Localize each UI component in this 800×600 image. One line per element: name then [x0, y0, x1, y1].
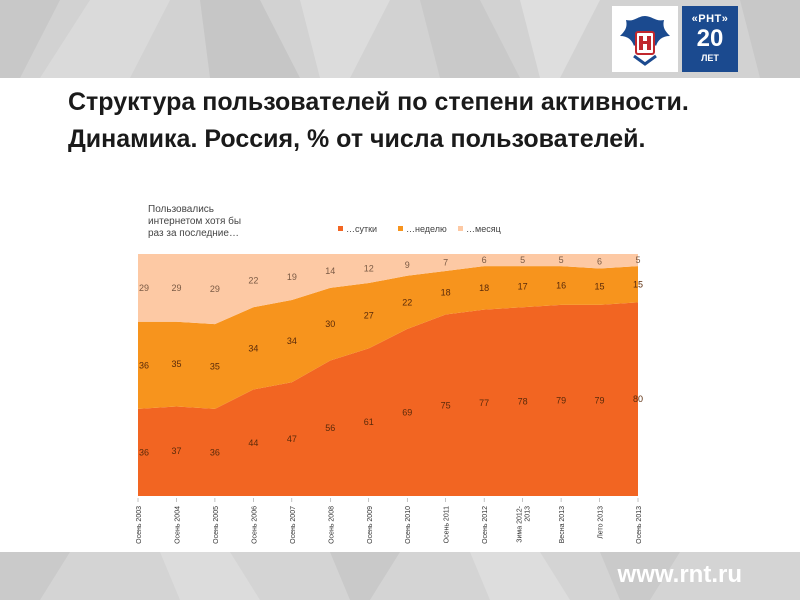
anniversary-suffix: ЛЕТ: [701, 53, 719, 63]
x-tick-label: Зима 2012-2013: [517, 505, 532, 542]
data-label: 5: [559, 255, 564, 265]
company-logo: [612, 6, 678, 72]
data-label: 27: [364, 311, 374, 321]
data-label: 77: [479, 398, 489, 408]
data-label: 79: [595, 395, 605, 405]
data-label: 80: [633, 394, 643, 404]
data-label: 6: [482, 255, 487, 265]
data-label: 34: [248, 343, 258, 353]
eagle-emblem-icon: [620, 16, 670, 66]
legend-title-line: раз за последние…: [148, 228, 239, 239]
legend-title-line: интернетом хотя бы: [148, 215, 241, 227]
data-label: 56: [325, 423, 335, 433]
data-label: 69: [402, 408, 412, 418]
slide-title: Структура пользователей по степени актив…: [68, 88, 689, 153]
footer-pattern: [0, 552, 680, 600]
anniversary-number: 20: [696, 25, 724, 52]
data-label: 35: [171, 359, 181, 369]
x-tick-label: Лето 2013: [598, 506, 605, 539]
x-tick-label: Осень 2004: [174, 506, 181, 544]
data-label: 18: [441, 288, 451, 298]
anniversary-badge: «РНТ» 20 ЛЕТ: [682, 6, 738, 72]
data-label: 30: [325, 319, 335, 329]
data-label: 17: [518, 282, 528, 292]
data-label: 36: [210, 447, 220, 457]
data-label: 19: [287, 272, 297, 282]
data-label: 79: [556, 395, 566, 405]
legend-swatch: [338, 226, 343, 231]
data-label: 34: [287, 336, 297, 346]
legend-label: …сутки: [346, 224, 377, 234]
legend-label: …месяц: [466, 224, 501, 234]
data-label: 16: [556, 280, 566, 290]
x-tick-label: Осень 2011: [444, 506, 451, 543]
data-label: 12: [364, 264, 374, 274]
x-tick-label: Осень 2005: [213, 506, 220, 544]
data-label: 36: [139, 447, 149, 457]
x-tick-label: Осень 2008: [328, 506, 335, 544]
data-label: 29: [139, 283, 149, 293]
x-tick-label: Весна 2013: [559, 506, 566, 543]
data-label: 36: [139, 360, 149, 370]
legend-title-line: Пользовались: [148, 204, 214, 215]
area-series: [138, 302, 638, 496]
data-label: 75: [441, 400, 451, 410]
data-label: 5: [635, 255, 640, 265]
data-label: 15: [633, 279, 643, 289]
data-label: 37: [171, 446, 181, 456]
x-tick-label: Осень 2013: [636, 506, 643, 544]
data-label: 5: [520, 255, 525, 265]
x-tick-label: Осень 2012: [482, 506, 489, 544]
data-label: 15: [595, 282, 605, 292]
data-label: 14: [325, 266, 335, 276]
x-tick-label: Осень 2007: [290, 506, 297, 544]
data-label: 6: [597, 256, 602, 266]
footer-band: www.rnt.ru: [0, 552, 800, 600]
legend-swatch: [398, 226, 403, 231]
x-tick-label: Осень 2003: [136, 506, 143, 544]
legend-swatch: [458, 226, 463, 231]
legend-label: …неделю: [406, 224, 447, 234]
x-tick-label: Осень 2010: [405, 506, 412, 544]
data-label: 47: [287, 434, 297, 444]
data-label: 22: [402, 297, 412, 307]
data-label: 18: [479, 283, 489, 293]
data-label: 44: [248, 438, 258, 448]
data-label: 61: [364, 417, 374, 427]
x-tick-label: Осень 2006: [251, 506, 258, 544]
data-label: 35: [210, 362, 220, 372]
anniversary-brand: «РНТ»: [691, 13, 729, 25]
footer-url[interactable]: www.rnt.ru: [617, 561, 742, 588]
header-pattern: [0, 0, 800, 78]
header-band: «РНТ» 20 ЛЕТ: [0, 0, 800, 78]
data-label: 29: [171, 283, 181, 293]
data-label: 7: [443, 257, 448, 267]
data-label: 29: [210, 284, 220, 294]
area-series: [138, 254, 638, 325]
area-series: [138, 266, 638, 409]
data-label: 9: [405, 260, 410, 270]
data-label: 22: [248, 276, 258, 286]
data-label: 78: [518, 397, 528, 407]
x-tick-label: Осень 2009: [367, 506, 374, 544]
